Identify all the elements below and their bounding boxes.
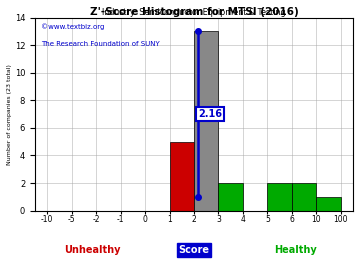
Text: The Research Foundation of SUNY: The Research Foundation of SUNY bbox=[41, 41, 160, 47]
Bar bbox=[170, 142, 194, 211]
Text: Healthy: Healthy bbox=[274, 245, 317, 255]
Text: ©www.textbiz.org: ©www.textbiz.org bbox=[41, 23, 105, 30]
Bar bbox=[267, 183, 292, 211]
Title: Z'-Score Histogram for MTSI (2016): Z'-Score Histogram for MTSI (2016) bbox=[90, 7, 298, 17]
Bar bbox=[219, 183, 243, 211]
Text: 2.16: 2.16 bbox=[198, 109, 222, 119]
Bar bbox=[316, 197, 341, 211]
Bar bbox=[194, 32, 219, 211]
Bar bbox=[292, 183, 316, 211]
Text: Unhealthy: Unhealthy bbox=[64, 245, 121, 255]
Y-axis label: Number of companies (23 total): Number of companies (23 total) bbox=[7, 64, 12, 165]
Text: Industry: Semiconductor Equipment & Testing: Industry: Semiconductor Equipment & Test… bbox=[102, 8, 286, 17]
Text: Score: Score bbox=[179, 245, 210, 255]
